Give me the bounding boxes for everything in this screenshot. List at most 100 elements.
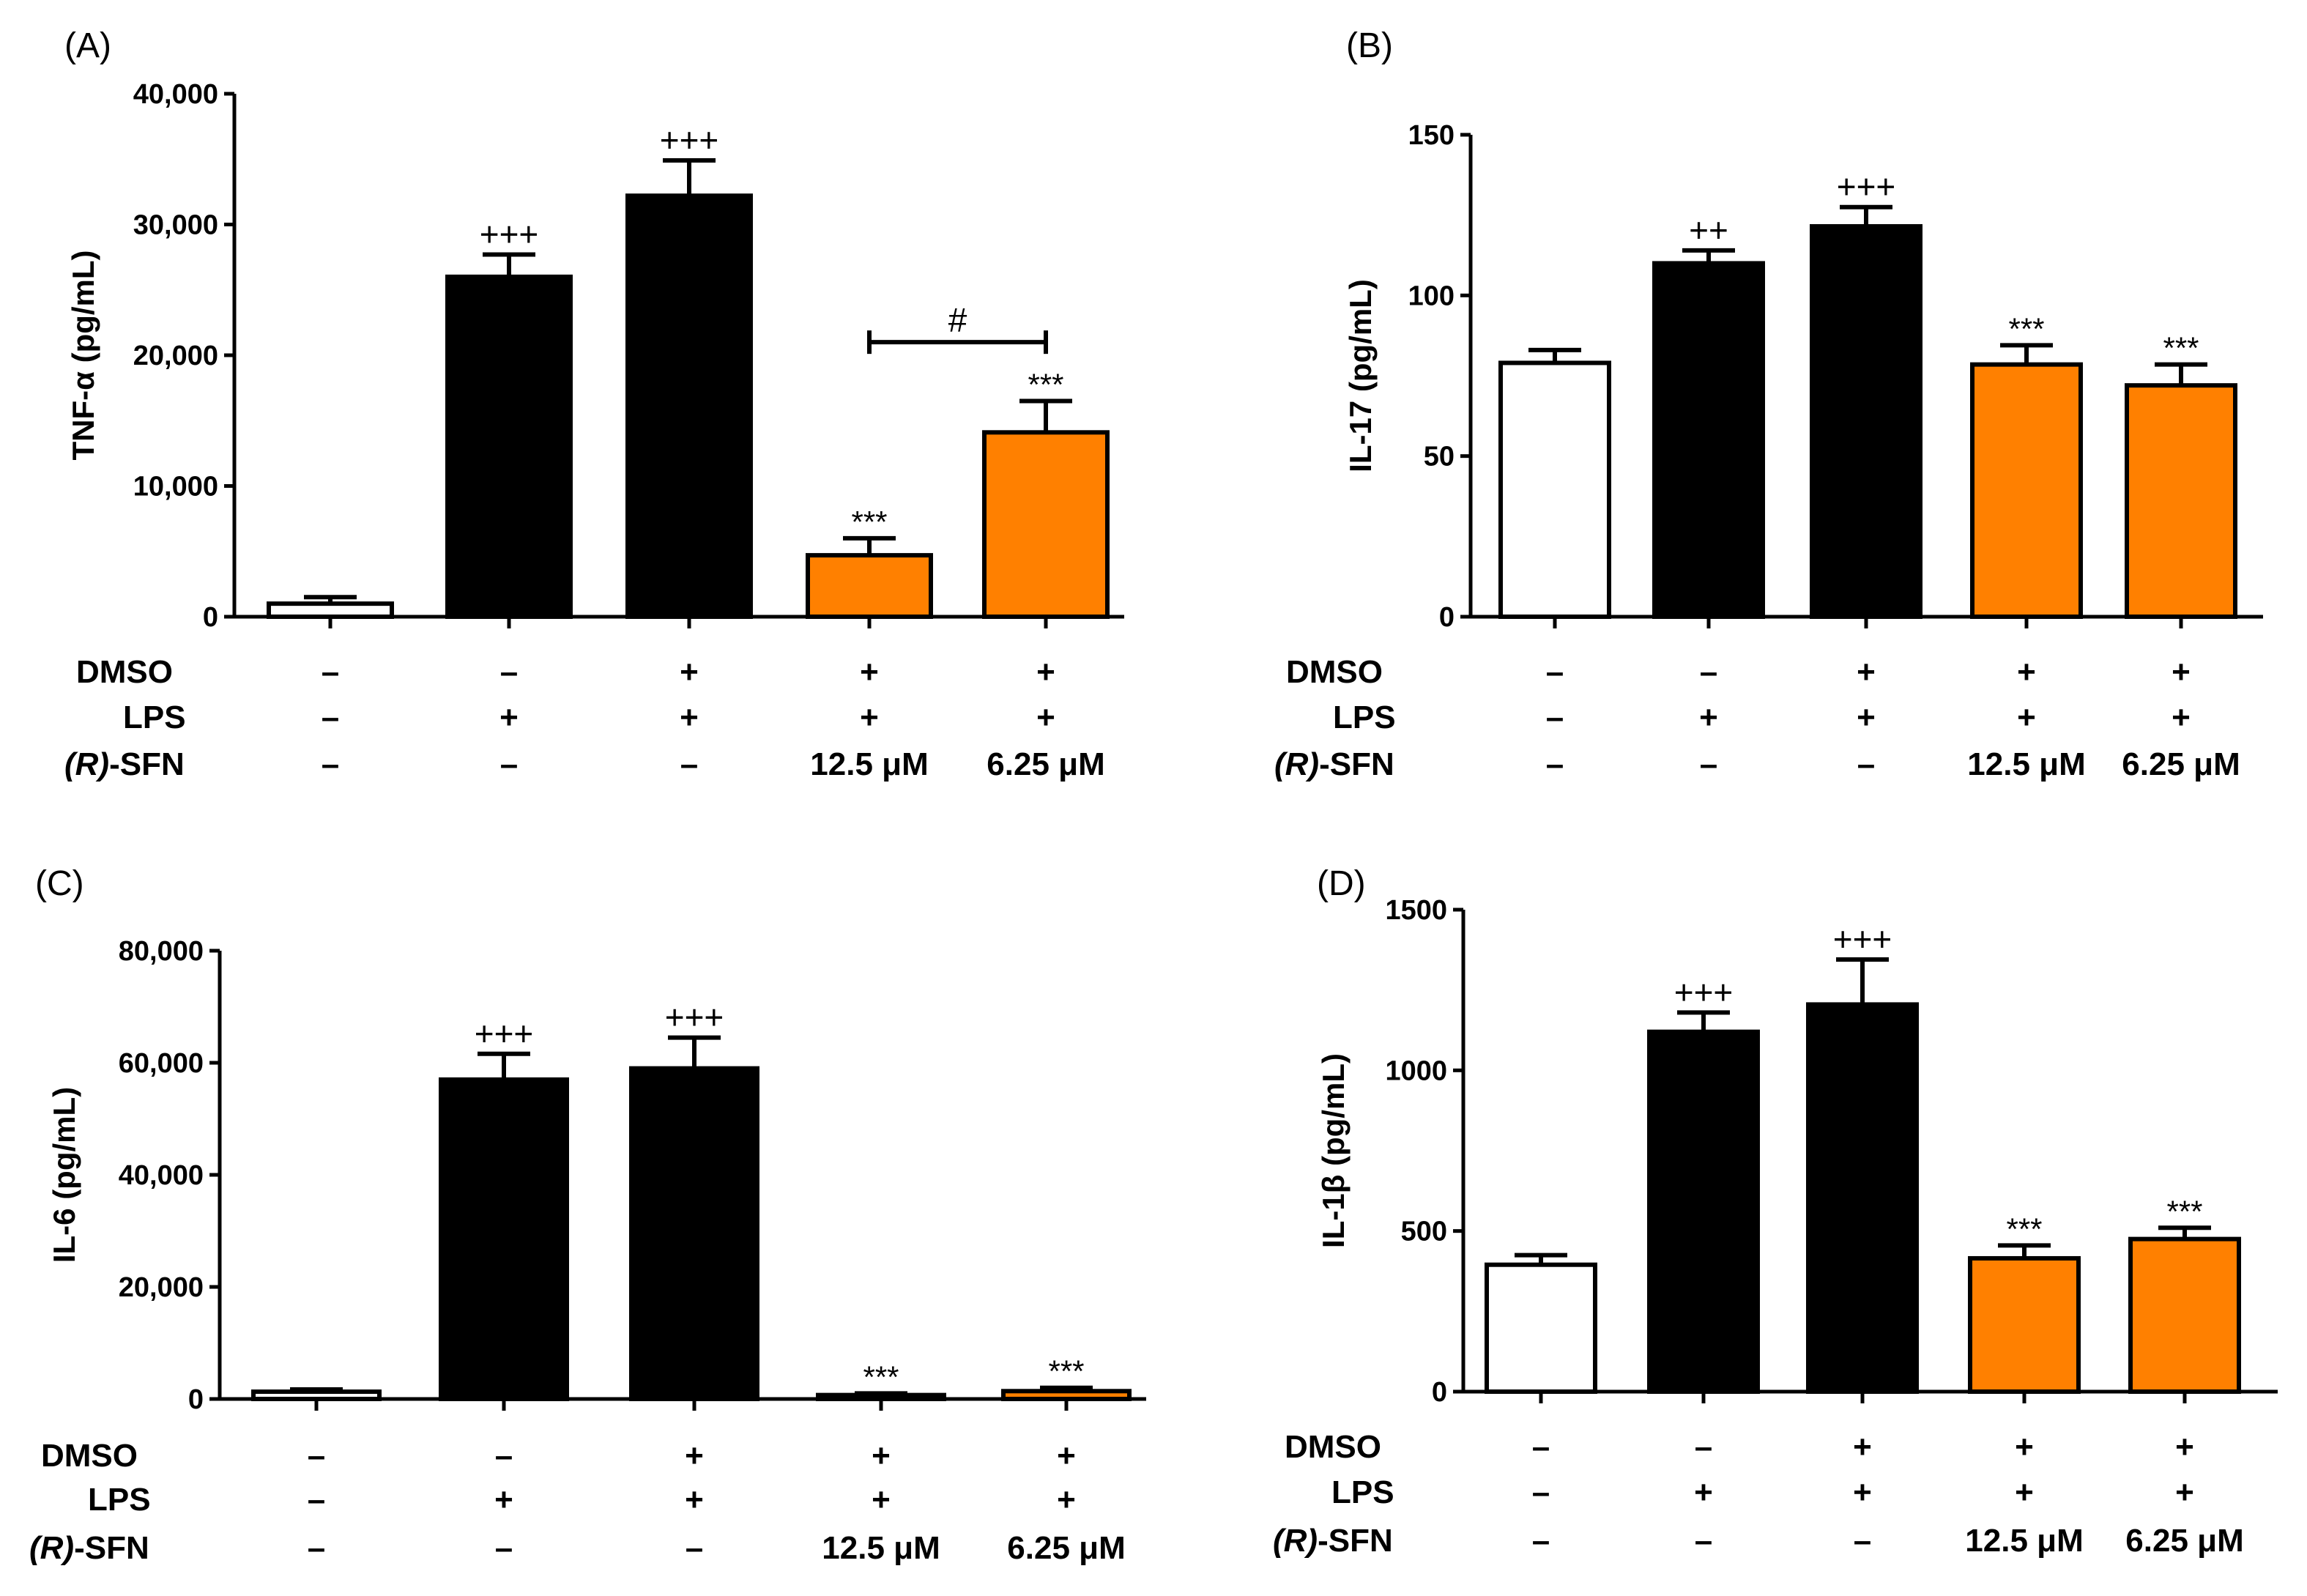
condition-lps-value: + bbox=[2015, 1474, 2034, 1510]
condition-lps-value: + bbox=[1857, 699, 1876, 735]
condition-sfn-value: 12.5 μM bbox=[822, 1530, 940, 1566]
y-tick-label: 50 bbox=[1424, 442, 1455, 472]
condition-lps-value: + bbox=[860, 699, 879, 735]
significance-plus: +++ bbox=[665, 998, 724, 1036]
row-label-sfn-prefix: (R) bbox=[29, 1530, 74, 1566]
y-axis-label: IL-17 (pg/mL) bbox=[1343, 279, 1378, 472]
condition-sfn-value: 6.25 μM bbox=[2125, 1523, 2243, 1559]
row-label-sfn-suffix: -SFN bbox=[109, 746, 185, 782]
panel-letter: (A) bbox=[64, 26, 111, 65]
condition-sfn-value: – bbox=[500, 746, 518, 782]
condition-sfn-value: 12.5 μM bbox=[1965, 1523, 2083, 1559]
row-label-lps: LPS bbox=[123, 699, 186, 735]
y-axis-label: IL-6 (pg/mL) bbox=[47, 1087, 81, 1263]
bar bbox=[806, 553, 933, 619]
condition-lps-value: + bbox=[685, 1482, 704, 1518]
row-label-dmso: DMSO bbox=[1285, 1429, 1381, 1465]
significance-plus: +++ bbox=[660, 121, 719, 159]
condition-dmso-value: – bbox=[322, 654, 339, 690]
y-tick-label: 0 bbox=[188, 1384, 204, 1415]
significance-plus: +++ bbox=[480, 215, 539, 253]
row-label-lps: LPS bbox=[88, 1482, 151, 1518]
bar bbox=[2128, 1236, 2241, 1394]
condition-sfn-value: 6.25 μM bbox=[987, 746, 1104, 782]
condition-lps-value: – bbox=[322, 699, 339, 735]
y-tick-label: 0 bbox=[1432, 1377, 1447, 1408]
condition-dmso-value: – bbox=[1546, 654, 1564, 690]
condition-lps-value: + bbox=[1699, 699, 1718, 735]
bar bbox=[1652, 261, 1765, 619]
row-label-sfn: (R)-SFN bbox=[1274, 746, 1394, 782]
condition-lps-value: + bbox=[499, 699, 519, 735]
panel-a: (A) TNF-α (pg/mL) 0 10,000 20,000 30,000 40,00… bbox=[64, 26, 1124, 782]
y-tick-label: 100 bbox=[1408, 281, 1455, 311]
y-tick-label: 500 bbox=[1401, 1217, 1447, 1247]
y-axis-label: IL-1β (pg/mL) bbox=[1316, 1053, 1351, 1248]
y-tick-label: 1000 bbox=[1385, 1055, 1447, 1086]
bar bbox=[1970, 362, 2083, 619]
bar bbox=[445, 274, 573, 619]
condition-sfn-value: – bbox=[1546, 746, 1564, 782]
condition-dmso-value: + bbox=[1853, 1429, 1872, 1465]
condition-lps-value: + bbox=[2175, 1474, 2194, 1510]
row-label-lps: LPS bbox=[1333, 699, 1396, 735]
condition-dmso-value: – bbox=[495, 1438, 513, 1474]
condition-dmso-value: – bbox=[500, 654, 518, 690]
y-tick-label: 150 bbox=[1408, 120, 1455, 151]
condition-dmso-value: – bbox=[1695, 1429, 1712, 1465]
comparison-bracket-label: # bbox=[948, 301, 967, 339]
condition-sfn-value: – bbox=[1857, 746, 1875, 782]
panel-letter: (C) bbox=[35, 864, 84, 903]
bar bbox=[982, 430, 1110, 619]
y-tick-label: 30,000 bbox=[133, 210, 218, 241]
bar bbox=[1810, 224, 1922, 619]
condition-sfn-value: – bbox=[308, 1530, 325, 1566]
bar bbox=[2125, 383, 2237, 619]
bar bbox=[1647, 1029, 1760, 1395]
condition-dmso-value: – bbox=[1532, 1429, 1550, 1465]
condition-dmso-value: + bbox=[2175, 1429, 2194, 1465]
condition-dmso-value: + bbox=[2015, 1429, 2034, 1465]
significance-plus: +++ bbox=[1674, 973, 1734, 1011]
y-tick-label: 0 bbox=[1439, 602, 1455, 633]
condition-dmso-value: – bbox=[1700, 654, 1717, 690]
bar bbox=[1806, 1002, 1919, 1394]
condition-sfn-value: – bbox=[686, 1530, 703, 1566]
condition-lps-value: + bbox=[680, 699, 699, 735]
panel-c: (C) IL-6 (pg/mL) 0 20,000 40,000 60,000 80,000… bbox=[29, 864, 1146, 1566]
condition-sfn-value: – bbox=[322, 746, 339, 782]
significance-stars: *** bbox=[1048, 1354, 1084, 1389]
y-tick-label: 40,000 bbox=[119, 1160, 204, 1191]
condition-sfn-value: 12.5 μM bbox=[810, 746, 928, 782]
condition-dmso-value: + bbox=[1036, 654, 1055, 690]
y-axis-label: TNF-α (pg/mL) bbox=[66, 250, 100, 460]
row-label-sfn: (R)-SFN bbox=[1273, 1523, 1393, 1559]
y-tick-label: 20,000 bbox=[119, 1272, 204, 1303]
row-label-sfn-prefix: (R) bbox=[64, 746, 109, 782]
condition-lps-value: + bbox=[1853, 1474, 1872, 1510]
y-tick-label: 0 bbox=[203, 602, 218, 633]
condition-dmso-value: + bbox=[1057, 1438, 1076, 1474]
condition-lps-value: – bbox=[1532, 1474, 1550, 1510]
condition-dmso-value: + bbox=[2017, 654, 2036, 690]
condition-sfn-value: 12.5 μM bbox=[1967, 746, 2085, 782]
condition-sfn-value: – bbox=[495, 1530, 513, 1566]
condition-sfn-value: – bbox=[1700, 746, 1717, 782]
bar bbox=[629, 1066, 759, 1402]
condition-sfn-value: 6.25 μM bbox=[1007, 1530, 1125, 1566]
condition-lps-value: – bbox=[308, 1482, 325, 1518]
condition-dmso-value: – bbox=[308, 1438, 325, 1474]
row-label-dmso: DMSO bbox=[41, 1438, 138, 1474]
condition-sfn-value: – bbox=[1695, 1523, 1712, 1559]
significance-stars: *** bbox=[1028, 367, 1063, 401]
row-label-sfn: (R)-SFN bbox=[29, 1530, 149, 1566]
row-label-sfn-prefix: (R) bbox=[1274, 746, 1319, 782]
condition-sfn-value: – bbox=[1854, 1523, 1871, 1559]
bar bbox=[1001, 1389, 1132, 1402]
condition-sfn-value: – bbox=[680, 746, 698, 782]
panel-d: (D)IL-1β (pg/mL)050010001500++++++******… bbox=[1273, 864, 2278, 1559]
condition-dmso-value: + bbox=[872, 1438, 891, 1474]
panel-b: (B)IL-17 (pg/mL)050100150+++++******DMSO… bbox=[1274, 26, 2263, 782]
y-tick-label: 40,000 bbox=[133, 79, 218, 110]
y-tick-label: 10,000 bbox=[133, 472, 218, 502]
